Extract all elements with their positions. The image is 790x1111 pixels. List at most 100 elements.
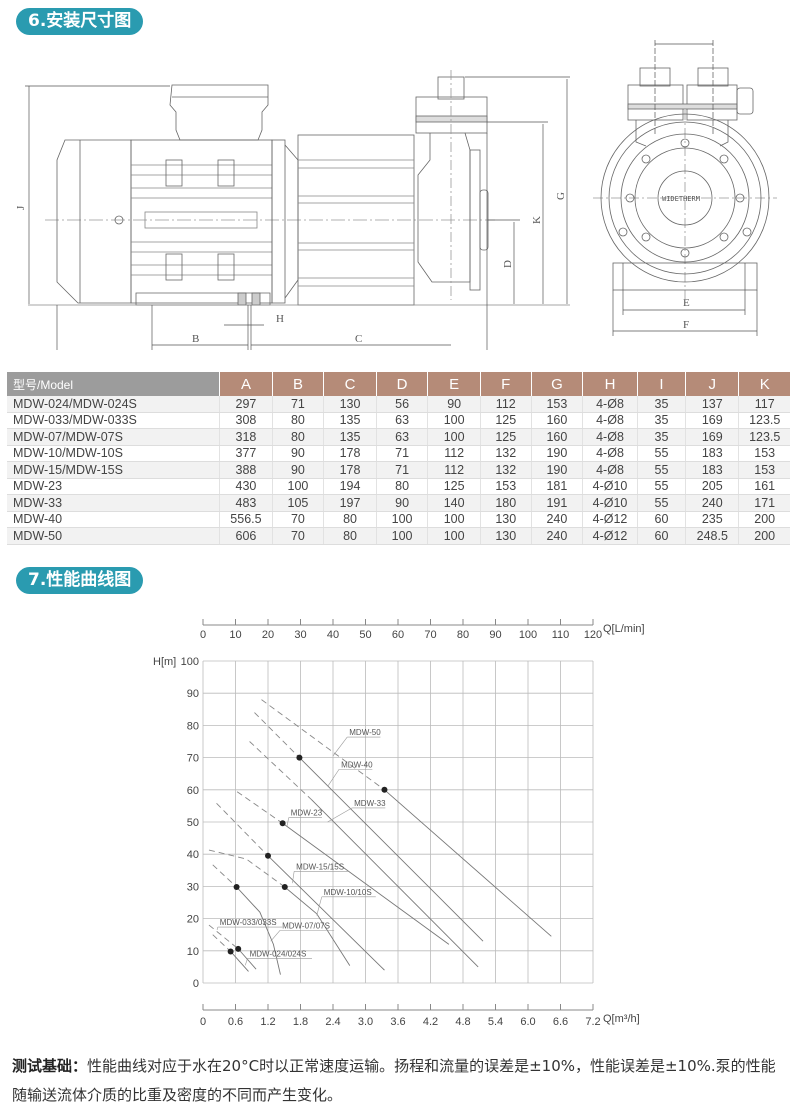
cell-i: 35	[636, 412, 686, 429]
cell-g: 181	[530, 478, 583, 495]
cell-d: 63	[375, 412, 428, 429]
cell-k: 153	[738, 445, 790, 462]
cell-k: 123.5	[738, 428, 790, 446]
y-tick-label: 90	[187, 688, 199, 700]
cell-b: 90	[271, 461, 324, 479]
cell-j: 248.5	[685, 527, 739, 545]
cell-d: 90	[375, 494, 428, 512]
top-x-tick-label: 60	[392, 629, 404, 641]
y-tick-label: 50	[187, 817, 199, 829]
cell-g: 240	[530, 527, 583, 545]
cell-k: 117	[738, 396, 790, 413]
x-axis-label: Q[m³/h]	[603, 1013, 640, 1025]
table-row: MDW-024/MDW-024S 297 71 130 56 90 112 153 4-Ø8 35…	[7, 396, 790, 413]
cell-b: 100	[271, 478, 324, 495]
top-x-tick-label: 80	[457, 629, 469, 641]
x-tick-label: 4.8	[455, 1016, 470, 1028]
top-x-tick-label: 110	[552, 629, 570, 641]
cell-g: 160	[530, 412, 583, 429]
cell-a: 388	[219, 461, 273, 479]
cell-d: 63	[375, 428, 428, 446]
cell-i: 55	[636, 478, 686, 495]
cell-i: 35	[636, 428, 686, 446]
cell-k: 123.5	[738, 412, 790, 429]
dim-label-f: F	[683, 319, 689, 331]
y-tick-label: 20	[187, 914, 199, 926]
curve-dashed-mdw-07-07s	[212, 864, 237, 888]
cell-g: 160	[530, 428, 583, 446]
curve-label-leader	[327, 769, 340, 787]
cell-c: 80	[323, 527, 377, 545]
dim-label-b: B	[192, 333, 199, 345]
y-tick-label: 30	[187, 881, 199, 893]
cell-d: 56	[375, 396, 428, 413]
cell-i: 35	[636, 396, 686, 413]
cell-c: 178	[323, 445, 377, 462]
curve-solid-mdw-50	[384, 789, 552, 937]
cell-a: 297	[219, 396, 273, 413]
curve-dashed-mdw-23	[236, 791, 283, 824]
cell-e: 90	[427, 396, 481, 413]
brand-label: WIDETHERM	[662, 195, 700, 203]
cell-f: 153	[479, 478, 532, 495]
curve-dashed-mdw-40	[254, 712, 300, 758]
cell-f: 132	[479, 461, 532, 479]
x-tick-label: 6.0	[520, 1016, 535, 1028]
x-tick-label: 4.2	[423, 1016, 438, 1028]
curve-label-mdw-10-10s: MDW-10/10S	[324, 888, 372, 897]
curve-label-leader	[244, 958, 248, 966]
top-x-tick-label: 10	[229, 629, 241, 641]
top-x-tick-label: 50	[359, 629, 371, 641]
cell-j: 183	[685, 445, 739, 462]
curve-label-mdw-07-07s: MDW-07/07S	[282, 921, 330, 930]
cell-model: MDW-33	[7, 494, 220, 512]
cell-f: 180	[479, 494, 532, 512]
cell-model: MDW-10/MDW-10S	[7, 445, 220, 462]
cell-e: 100	[427, 511, 481, 528]
x-tick-label: 1.8	[293, 1016, 308, 1028]
y-axis-label: H[m]	[153, 656, 176, 668]
cell-b: 71	[271, 396, 324, 413]
cell-a: 430	[219, 478, 273, 495]
cell-a: 606	[219, 527, 273, 545]
cell-e: 112	[427, 461, 481, 479]
dim-label-h: H	[276, 313, 284, 325]
cell-c: 197	[323, 494, 377, 512]
curve-label-leader	[332, 736, 348, 757]
top-x-tick-label: 20	[262, 629, 274, 641]
cell-k: 200	[738, 511, 790, 528]
cell-j: 240	[685, 494, 739, 512]
curve-solid-mdw-23	[282, 822, 450, 945]
cell-model: MDW-15/MDW-15S	[7, 461, 220, 479]
top-x-tick-label: 40	[327, 629, 339, 641]
dim-label-e: E	[683, 297, 690, 309]
rated-point-mdw-07-07s	[233, 884, 240, 891]
table-row: MDW-10/MDW-10S 377 90 178 71 112 132 190 4-Ø8 55 1…	[7, 445, 790, 462]
cell-b: 80	[271, 412, 324, 429]
curve-solid-mdw-024-024s	[230, 951, 249, 972]
curve-label-leader	[286, 817, 290, 827]
x-tick-label: 2.4	[325, 1016, 340, 1028]
note-text: 性能曲线对应于水在20°C时以正常速度运输。扬程和流量的误差是±10%，性能误差…	[12, 1057, 776, 1104]
front-view-drawing: WIDETHERM	[593, 40, 777, 336]
cell-b: 105	[271, 494, 324, 512]
x-tick-label: 5.4	[488, 1016, 503, 1028]
performance-curve-chart: 0 10 20 30 40 50 60 70 80 90 100 H[m] 0 10 20 30 40 50 60 7…	[153, 619, 645, 1028]
cell-g: 153	[530, 396, 583, 413]
x-tick-label: 1.2	[260, 1016, 275, 1028]
column-header-e: E	[427, 372, 481, 396]
cell-e: 100	[427, 527, 481, 545]
cell-d: 100	[375, 511, 428, 528]
x-tick-label: 0	[200, 1016, 206, 1028]
dim-label-k: K	[531, 216, 543, 224]
column-header-model: 型号/Model	[7, 372, 220, 396]
cell-c: 130	[323, 396, 377, 413]
cell-a: 308	[219, 412, 273, 429]
cell-c: 135	[323, 428, 377, 446]
cell-j: 169	[685, 412, 739, 429]
section-title-performance-curves: 7.性能曲线图	[16, 567, 144, 594]
curve-solid-mdw-10-10s	[284, 886, 351, 966]
top-x-tick-label: 30	[294, 629, 306, 641]
cell-c: 194	[323, 478, 377, 495]
